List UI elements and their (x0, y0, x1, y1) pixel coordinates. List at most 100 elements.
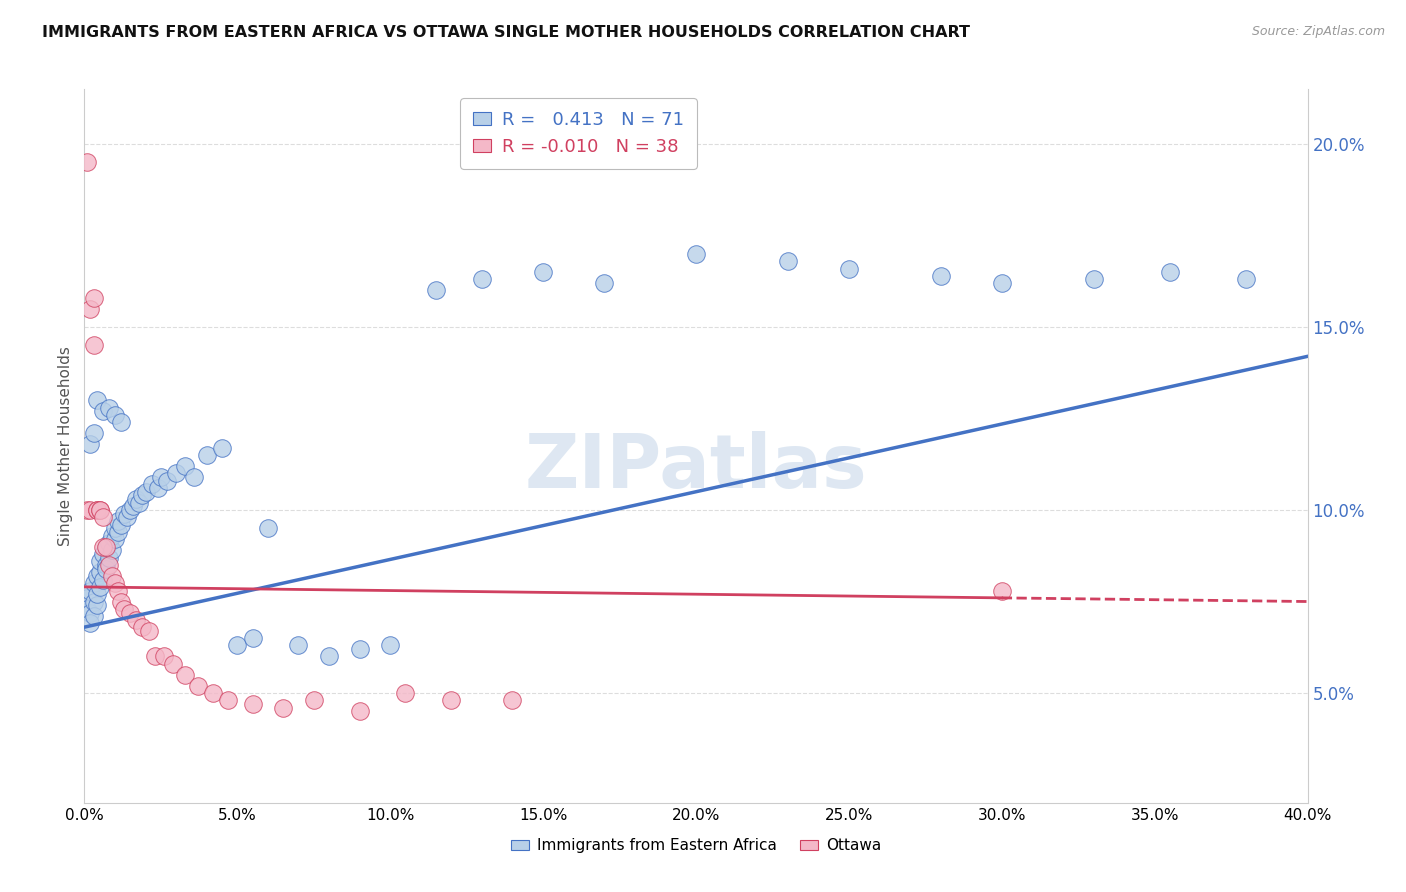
Point (104, 533, 127, 547)
Point (440, 693, 463, 707)
Point (107, 524, 129, 539)
Point (153, 649, 176, 664)
Point (271, 700, 294, 714)
Point (110, 594, 132, 608)
Point (89, 580, 111, 594)
Point (107, 583, 129, 598)
Point (685, 247, 707, 261)
Point (156, 474, 179, 488)
Point (425, 284, 447, 298)
Point (1159, 265, 1181, 279)
Point (94, 561, 117, 575)
Point (125, 613, 148, 627)
Point (838, 261, 860, 276)
Point (380, 639, 402, 653)
Point (89, 566, 111, 580)
Point (79, 606, 101, 620)
Point (776, 254, 799, 268)
Point (349, 704, 371, 718)
Point (257, 521, 280, 535)
Point (217, 693, 239, 707)
Point (104, 521, 127, 535)
Point (131, 488, 153, 502)
Point (76, 591, 98, 605)
Point (195, 448, 218, 462)
Text: Source: ZipAtlas.com: Source: ZipAtlas.com (1251, 25, 1385, 38)
Point (242, 631, 264, 645)
Point (471, 272, 494, 286)
Point (83, 338, 105, 352)
Point (107, 514, 129, 528)
Point (112, 507, 135, 521)
Point (131, 620, 153, 634)
Point (174, 667, 197, 681)
Point (1083, 272, 1105, 286)
Point (86, 587, 108, 601)
Point (79, 301, 101, 316)
Point (186, 679, 208, 693)
Point (593, 276, 616, 290)
Point (149, 470, 172, 484)
Point (991, 583, 1014, 598)
Point (97, 401, 120, 415)
Point (83, 426, 105, 441)
Point (165, 467, 187, 481)
Point (76, 155, 98, 169)
Point (86, 569, 108, 583)
Point (101, 543, 124, 558)
Point (91, 573, 114, 587)
Point (83, 291, 105, 305)
Point (141, 477, 163, 491)
Point (86, 503, 108, 517)
Point (101, 529, 124, 543)
Point (502, 693, 524, 707)
Point (128, 496, 150, 510)
Point (122, 500, 145, 514)
Point (201, 686, 224, 700)
Point (143, 649, 166, 664)
Point (94, 540, 117, 554)
Point (1236, 272, 1258, 286)
Point (86, 598, 108, 612)
Point (91, 404, 114, 418)
Point (91, 547, 114, 561)
Point (104, 408, 127, 422)
Text: IMMIGRANTS FROM EASTERN AFRICA VS OTTAWA SINGLE MOTHER HOUSEHOLDS CORRELATION CH: IMMIGRANTS FROM EASTERN AFRICA VS OTTAWA… (42, 25, 970, 40)
Point (135, 484, 157, 499)
Point (242, 697, 264, 711)
Point (120, 503, 142, 517)
Point (120, 606, 142, 620)
Point (302, 693, 325, 707)
Text: ZIPatlas: ZIPatlas (524, 431, 868, 504)
Point (86, 393, 108, 408)
Point (83, 609, 105, 624)
Point (89, 503, 111, 517)
Point (79, 583, 101, 598)
Point (89, 554, 111, 568)
Point (211, 441, 233, 455)
Point (97, 558, 120, 572)
Point (83, 594, 105, 608)
Y-axis label: Single Mother Households: Single Mother Households (58, 346, 73, 546)
Point (115, 510, 138, 524)
Point (76, 602, 98, 616)
Point (146, 481, 169, 495)
Point (287, 639, 309, 653)
Point (86, 503, 108, 517)
Point (97, 550, 120, 565)
Point (125, 491, 148, 506)
Point (138, 624, 160, 638)
Point (174, 459, 197, 474)
Point (83, 576, 105, 591)
Point (929, 268, 952, 283)
Legend: Immigrants from Eastern Africa, Ottawa: Immigrants from Eastern Africa, Ottawa (505, 832, 887, 859)
Point (79, 503, 101, 517)
Point (349, 642, 371, 657)
Point (991, 276, 1014, 290)
Point (101, 569, 124, 583)
Point (89, 503, 111, 517)
Point (104, 576, 127, 591)
Point (94, 558, 117, 572)
Point (76, 503, 98, 517)
Point (110, 517, 132, 532)
